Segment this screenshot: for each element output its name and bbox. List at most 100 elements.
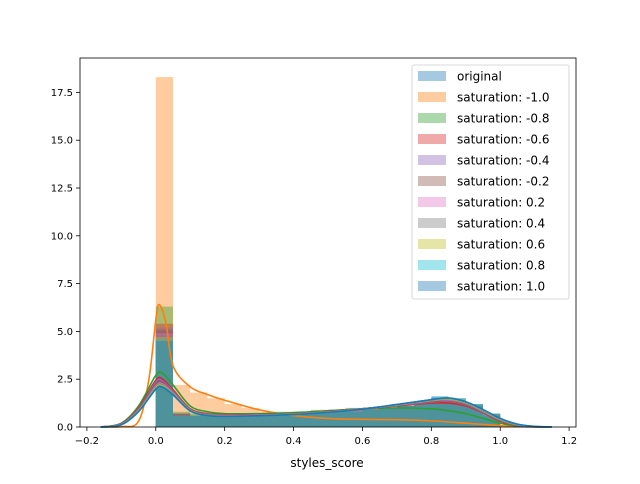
- hist-bar-series-10-bin-3: [207, 415, 225, 427]
- y-tick-label: 7.5: [57, 279, 73, 290]
- hist-bar-series-10-bin-5: [241, 415, 260, 427]
- hist-bar-series-1-bin-12: [362, 419, 380, 427]
- legend-swatch: [418, 134, 446, 144]
- hist-bar-series-8-bin-14: [396, 405, 415, 427]
- hist-bar-series-5-bin-13: [379, 407, 397, 427]
- hist-bar-series-4-bin-9: [310, 411, 328, 427]
- hist-bar-series-4-bin-0: [155, 327, 173, 427]
- hist-bar-series-2-bin-11: [345, 407, 363, 427]
- y-tick-label: 2.5: [57, 375, 73, 386]
- hist-bar-series-5-bin-6: [259, 415, 277, 427]
- hist-bar-series-10-bin-14: [396, 405, 415, 427]
- kde-line-series-1: [100, 303, 535, 428]
- hist-bar-series-10-bin-7: [276, 415, 294, 427]
- hist-bar-series-6-bin-4: [224, 415, 242, 427]
- hist-bar-series-4-bin-1: [173, 413, 191, 427]
- hist-bar-series-1-bin-11: [345, 419, 363, 427]
- hist-bar-series-1-bin-15: [414, 421, 432, 427]
- legend-label: saturation: -0.6: [457, 133, 549, 147]
- x-tick-label: 1.0: [492, 436, 508, 447]
- legend-swatch: [418, 239, 446, 249]
- hist-bar-series-4-bin-14: [396, 405, 415, 427]
- hist-bar-series-7-bin-5: [241, 415, 260, 427]
- hist-bar-series-7-bin-3: [207, 415, 225, 427]
- hist-bar-series-4-bin-17: [448, 402, 466, 427]
- hist-bar-series-1-bin-10: [328, 419, 346, 427]
- legend: original saturation: -1.0 saturation: -0.8…: [411, 64, 570, 300]
- legend-label: saturation: 0.4: [457, 217, 545, 231]
- legend-swatch: [418, 113, 446, 123]
- legend-swatch: [418, 176, 446, 186]
- y-tick-label: 17.5: [51, 88, 73, 99]
- hist-bar-series-7-bin-12: [362, 409, 380, 427]
- hist-bar-series-2-bin-6: [259, 413, 277, 427]
- hist-bar-series-3-bin-14: [396, 405, 415, 427]
- y-tick-label: 10.0: [51, 231, 73, 242]
- hist-bar-series-0-bin-4: [224, 415, 242, 427]
- hist-bar-series-3-bin-12: [362, 407, 380, 427]
- hist-bar-series-9-bin-2: [190, 415, 208, 427]
- hist-bar-series-4-bin-5: [241, 413, 260, 427]
- hist-bar-series-3-bin-5: [241, 413, 260, 427]
- hist-bar-series-6-bin-13: [379, 407, 397, 427]
- hist-bar-series-4-bin-3: [207, 415, 225, 427]
- legend-swatch: [418, 71, 446, 81]
- hist-bar-series-5-bin-2: [190, 415, 208, 427]
- hist-bar-series-4-bin-13: [379, 407, 397, 427]
- hist-bar-series-3-bin-17: [448, 404, 466, 427]
- hist-bar-series-7-bin-17: [448, 400, 466, 427]
- hist-bar-series-0-bin-13: [379, 407, 397, 427]
- hist-bar-series-9-bin-13: [379, 407, 397, 427]
- y-tick-label: 12.5: [51, 184, 73, 195]
- hist-bar-series-9-bin-1: [173, 415, 191, 427]
- hist-bar-series-9-bin-14: [396, 405, 415, 427]
- hist-bar-series-4-bin-7: [276, 413, 294, 427]
- hist-bar-series-2-bin-19: [483, 421, 501, 427]
- x-tick-label: 0.6: [354, 436, 370, 447]
- x-tick-label: −0.2: [75, 436, 99, 447]
- legend-swatch: [418, 281, 446, 291]
- legend-label: saturation: 0.2: [457, 196, 545, 210]
- hist-bar-series-3-bin-19: [483, 417, 501, 427]
- legend-swatch: [418, 218, 446, 228]
- hist-bar-series-0-bin-12: [362, 409, 380, 427]
- hist-bar-series-0-bin-7: [276, 415, 294, 427]
- legend-swatch: [418, 260, 446, 270]
- x-tick-label: 0.4: [286, 436, 302, 447]
- hist-bar-series-6-bin-2: [190, 415, 208, 427]
- hist-bar-series-2-bin-5: [241, 413, 260, 427]
- hist-bar-series-4-bin-4: [224, 415, 242, 427]
- legend-label: original: [457, 70, 502, 84]
- hist-bar-series-6-bin-5: [241, 413, 260, 427]
- hist-bar-series-3-bin-2: [190, 415, 208, 427]
- legend-swatch: [418, 92, 446, 102]
- hist-bar-series-9-bin-12: [362, 409, 380, 427]
- hist-bar-series-8-bin-16: [431, 398, 449, 427]
- legend-label: saturation: 0.6: [457, 238, 545, 252]
- hist-bar-series-10-bin-4: [224, 415, 242, 427]
- hist-bar-series-6-bin-17: [448, 400, 466, 427]
- hist-bar-series-0-bin-6: [259, 415, 277, 427]
- hist-bar-series-3-bin-1: [173, 413, 191, 427]
- hist-bar-series-1-bin-5: [241, 407, 260, 427]
- hist-bar-series-0-bin-3: [207, 415, 225, 427]
- hist-bar-series-6-bin-1: [173, 415, 191, 427]
- hist-bar-series-6-bin-12: [362, 409, 380, 427]
- hist-bar-series-7-bin-2: [190, 415, 208, 427]
- hist-bar-series-5-bin-4: [224, 415, 242, 427]
- hist-bar-series-5-bin-7: [276, 415, 294, 427]
- hist-bar-series-9-bin-7: [276, 415, 294, 427]
- hist-bar-series-8-bin-6: [259, 415, 277, 427]
- x-axis-label: styles_score: [290, 456, 363, 470]
- hist-bar-series-7-bin-16: [431, 398, 449, 427]
- hist-bar-series-1-bin-7: [276, 415, 294, 427]
- hist-bar-series-4-bin-16: [431, 400, 449, 427]
- hist-bar-series-5-bin-1: [173, 413, 191, 427]
- legend-label: saturation: -1.0: [457, 91, 549, 105]
- hist-bar-series-8-bin-2: [190, 415, 208, 427]
- hist-bar-series-4-bin-11: [345, 409, 363, 427]
- y-tick-label: 15.0: [51, 136, 73, 147]
- axes: −0.2 0.0 0.2 0.4 0.6 0.8 1.0 1.20.02.55.07.510.…: [51, 57, 577, 447]
- hist-bar-series-8-bin-1: [173, 415, 191, 427]
